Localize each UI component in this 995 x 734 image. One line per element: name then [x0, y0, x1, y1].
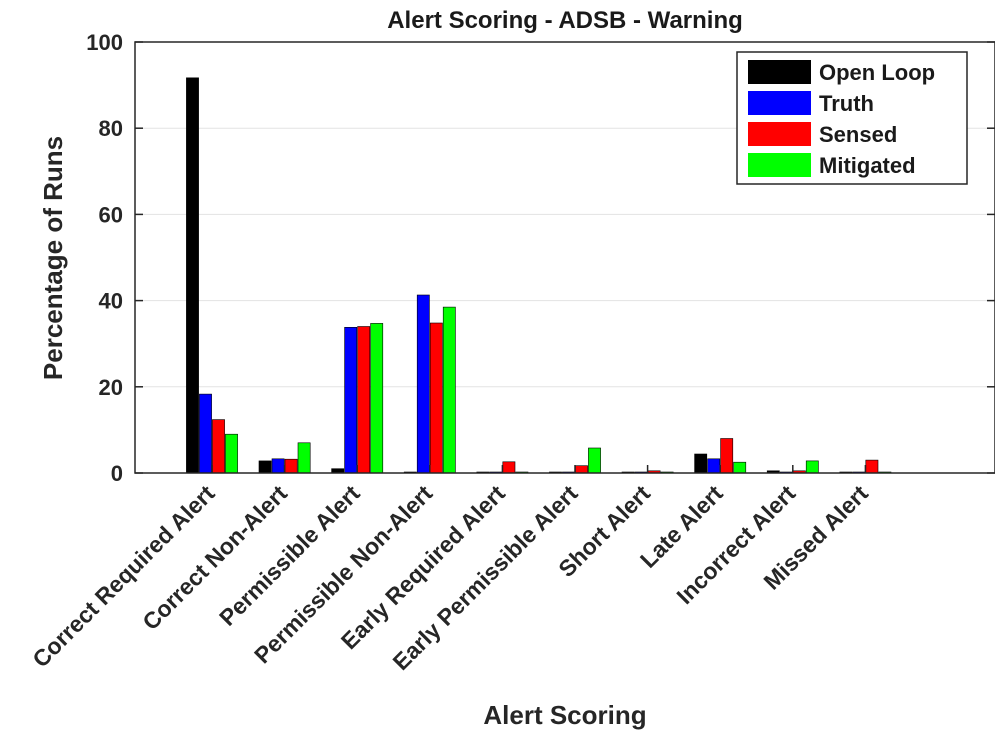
bar [429, 322, 443, 474]
bar [502, 461, 516, 474]
bar [186, 77, 199, 474]
bar [212, 419, 225, 474]
bar [284, 458, 298, 474]
y-tick-label: 20 [99, 375, 123, 400]
legend-label: Sensed [819, 122, 897, 147]
bar [225, 433, 238, 474]
bars [186, 77, 892, 474]
axis-ticks: 0 20 40 60 80 100 [86, 30, 995, 486]
x-tick-label: Permissible Alert [214, 480, 365, 631]
legend-swatch [748, 153, 811, 177]
legend-swatch [748, 91, 811, 115]
bar [733, 461, 747, 474]
bar [720, 438, 734, 474]
legend: Open Loop Truth Sensed Mitigated [736, 51, 968, 185]
plot-frame [134, 41, 995, 474]
y-axis-label: Percentage of Runs [38, 136, 68, 380]
bar [442, 306, 456, 474]
bar [258, 460, 272, 474]
bar [588, 447, 601, 474]
bar [865, 459, 879, 474]
bar [707, 458, 721, 474]
bar [370, 323, 384, 474]
legend-label: Open Loop [819, 60, 935, 85]
bar [694, 453, 708, 474]
legend-label: Mitigated [819, 153, 916, 178]
bar [297, 442, 311, 474]
y-tick-label: 100 [86, 30, 123, 55]
y-tick-label: 40 [99, 289, 123, 314]
legend-swatch [748, 122, 811, 146]
legend-swatch [748, 60, 811, 84]
bar [199, 393, 212, 474]
y-tick-label: 0 [111, 461, 123, 486]
bar [805, 460, 819, 474]
x-axis-label: Alert Scoring [483, 700, 646, 730]
legend-label: Truth [819, 91, 874, 116]
y-tick-label: 60 [99, 202, 123, 227]
chart-title: Alert Scoring - ADSB - Warning [387, 7, 743, 34]
bar [357, 326, 371, 474]
y-tick-label: 80 [99, 116, 123, 141]
bar [416, 294, 430, 474]
bar [271, 458, 285, 474]
bar [344, 326, 358, 474]
bar [575, 465, 588, 474]
